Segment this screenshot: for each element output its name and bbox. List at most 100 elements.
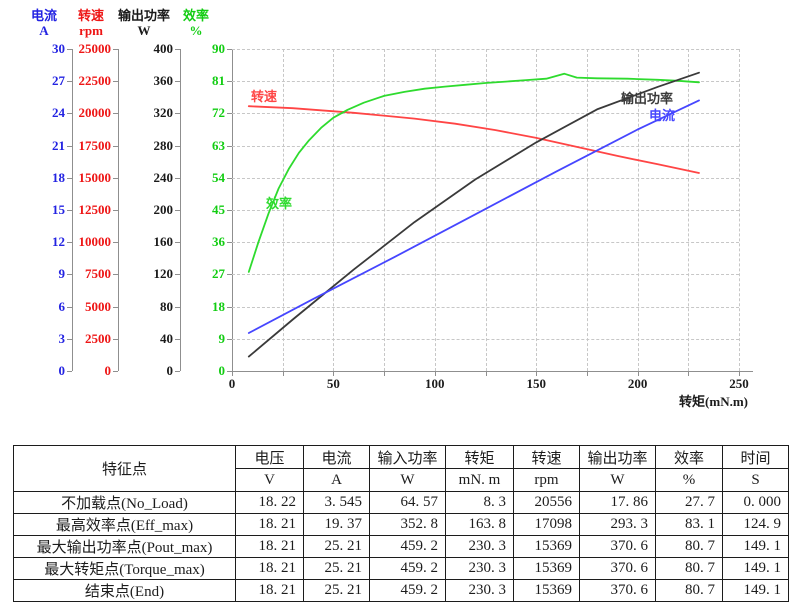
axis-title-text: 电流: [30, 8, 57, 23]
table-row: 最大转矩点(Torque_max) 18. 21 25. 21 459. 2 230. …: [13, 557, 789, 580]
axis-tick-speed: [113, 81, 118, 83]
x-axis-tick: [384, 372, 386, 376]
column-unit: S: [722, 468, 789, 492]
axis-tick-label-power: 280: [153, 137, 174, 153]
x-axis-tick-label: 150: [526, 376, 546, 391]
x-axis-tick: [536, 372, 538, 376]
axis-tick-current: [67, 338, 72, 340]
column-unit: W: [579, 468, 656, 492]
gridline-vertical: [282, 49, 284, 371]
column-header: 转矩: [445, 445, 514, 469]
axis-tick-power: [175, 145, 180, 147]
column-header: 输出功率: [579, 445, 656, 469]
axis-tick-current: [67, 306, 72, 308]
cell-value: 15369: [513, 557, 580, 580]
axis-tick-speed: [113, 49, 118, 50]
cell-value: 18. 22: [235, 491, 304, 514]
axis-tick-current: [67, 242, 72, 244]
axis-tick-efficiency: [227, 242, 232, 244]
axis-title-current: 电流 A: [0, 8, 92, 38]
axis-tick-speed: [113, 274, 118, 276]
cell-value: 149. 1: [722, 535, 789, 558]
cell-value: 17098: [513, 513, 580, 536]
cell-value: 18. 21: [235, 557, 304, 580]
cell-value: 17. 86: [579, 491, 656, 514]
axis-title-efficiency: 效率%: [148, 8, 244, 38]
cell-value: 27. 7: [655, 491, 723, 514]
axis-tick-efficiency: [227, 306, 232, 308]
axis-tick-label-efficiency: 9: [218, 330, 226, 346]
cell-value: 230. 3: [445, 535, 514, 558]
axis-tick-label-speed: 25000: [78, 41, 112, 56]
table-row: 不加载点(No_Load) 18. 22 3. 545 64. 57 8. 3 20556…: [13, 491, 789, 514]
row-label: 不加载点(No_Load): [13, 491, 236, 514]
cell-value: 293. 3: [579, 513, 656, 536]
cell-value: 64. 57: [369, 491, 446, 514]
axis-tick-efficiency: [227, 113, 232, 115]
axis-tick-label-current: 27: [52, 73, 65, 89]
axis-tick-speed: [113, 113, 118, 115]
axis-tick-label-efficiency: 18: [212, 298, 225, 314]
gridline-vertical: [536, 49, 538, 371]
row-label: 最高效率点(Eff_max): [13, 513, 236, 536]
column-unit: A: [303, 468, 370, 492]
cell-value: 20556: [513, 491, 580, 514]
axis-line-speed: [118, 49, 119, 371]
column-unit: rpm: [513, 468, 580, 492]
column-unit: W: [369, 468, 446, 492]
axis-tick-current: [67, 49, 72, 50]
axis-tick-label-efficiency: 81: [212, 73, 225, 89]
x-axis-line: [228, 371, 753, 372]
cell-value: 80. 7: [655, 579, 723, 602]
axis-tick-speed: [113, 242, 118, 244]
curve-label-current: 电流: [649, 108, 676, 123]
axis-tick-label-power: 80: [160, 298, 173, 314]
cell-value: 163. 8: [445, 513, 514, 536]
cell-value: 18. 21: [235, 579, 304, 602]
axis-unit-text: rpm: [79, 23, 103, 38]
axis-tick-label-efficiency: 27: [212, 266, 225, 282]
axis-tick-label-current: 9: [58, 266, 66, 282]
x-axis-tick-label: 0: [228, 376, 236, 391]
axis-tick-label-efficiency: 45: [212, 202, 225, 217]
gridline-vertical: [434, 49, 436, 371]
axis-tick-label-current: 6: [58, 298, 66, 314]
cell-value: 124. 9: [722, 513, 789, 536]
axis-tick-efficiency: [227, 145, 232, 147]
cell-value: 230. 3: [445, 557, 514, 580]
axis-tick-label-power: 200: [153, 202, 174, 217]
axis-tick-power: [175, 113, 180, 115]
axis-tick-speed: [113, 306, 118, 308]
cell-value: 8. 3: [445, 491, 514, 514]
axis-tick-efficiency: [227, 338, 232, 340]
cell-value: 149. 1: [722, 579, 789, 602]
cell-value: 459. 2: [369, 579, 446, 602]
column-header: 时间: [722, 445, 789, 469]
axis-tick-efficiency: [227, 274, 232, 276]
axis-tick-current: [67, 81, 72, 83]
axis-tick-label-speed: 20000: [78, 105, 112, 121]
axis-tick-speed: [113, 338, 118, 340]
cell-value: 459. 2: [369, 557, 446, 580]
axis-tick-efficiency: [227, 49, 232, 50]
performance-chart: 电流 A 0 3 6 9 12 15 18 21 24 27 30 转速 rpm 0 2500 5000 7500 1…: [0, 8, 753, 409]
axis-tick-efficiency: [227, 177, 232, 179]
cell-value: 80. 7: [655, 557, 723, 580]
column-header: 电压: [235, 445, 304, 469]
axis-tick-power: [175, 274, 180, 276]
column-unit: %: [655, 468, 723, 492]
cell-value: 25. 21: [303, 557, 370, 580]
axis-tick-speed: [113, 371, 118, 372]
x-axis-tick-label: 250: [729, 376, 749, 391]
axis-tick-label-current: 15: [52, 202, 65, 217]
axis-unit-text: W: [137, 23, 151, 38]
gridline-vertical: [485, 49, 487, 371]
axis-tick-label-current: 30: [52, 41, 65, 56]
cell-value: 18. 21: [235, 513, 304, 536]
cell-value: 370. 6: [579, 557, 656, 580]
x-axis-tick: [739, 372, 740, 376]
axis-tick-power: [175, 49, 180, 50]
axis-tick-label-power: 320: [153, 105, 174, 121]
cell-value: 352. 8: [369, 513, 446, 536]
